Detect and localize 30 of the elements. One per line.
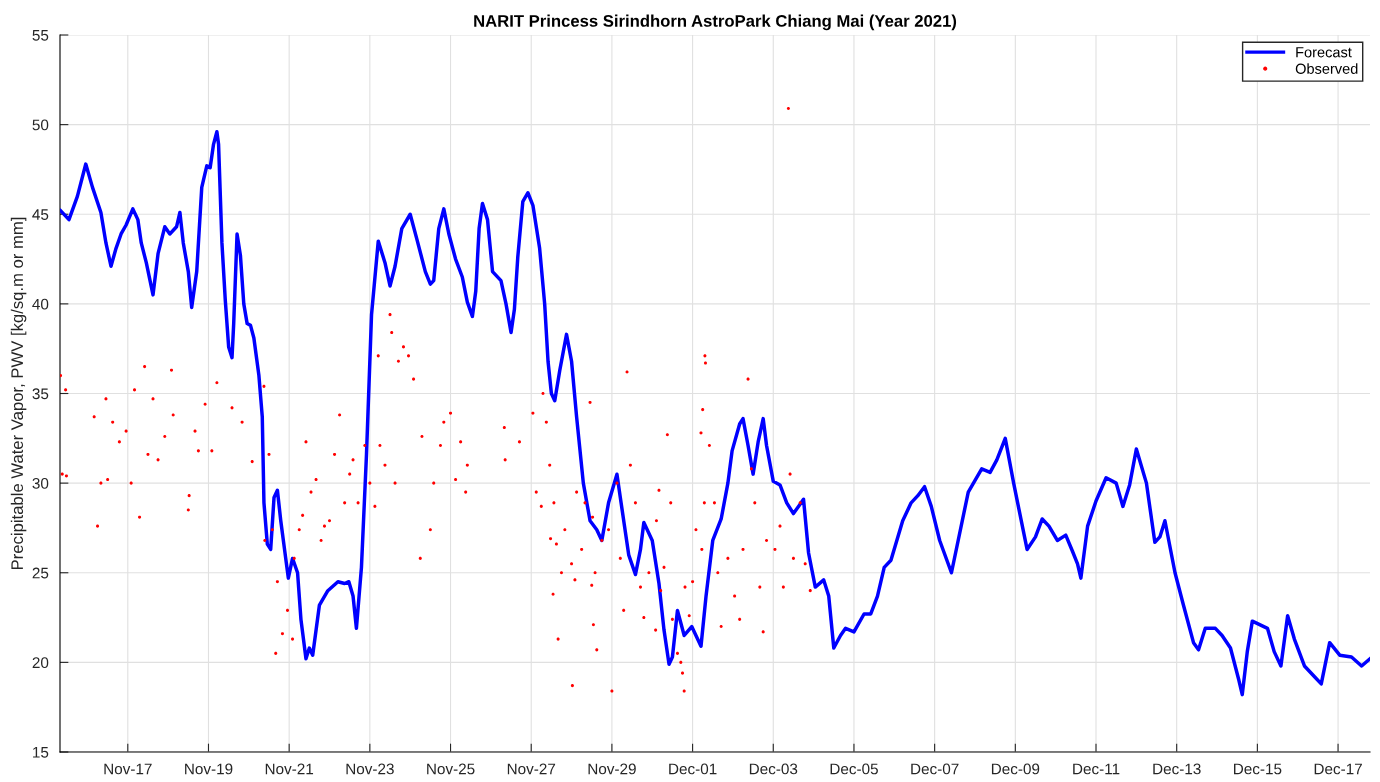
y-tick-label: 50 xyxy=(32,119,49,131)
x-tick-label: Dec-01 xyxy=(669,763,717,775)
x-tick-label: Dec-11 xyxy=(1073,763,1120,775)
x-tick-label: Dec-07 xyxy=(911,763,959,775)
x-tick-label: Dec-13 xyxy=(1153,763,1201,775)
y-tick-label: 25 xyxy=(32,567,49,579)
x-tick-label: Nov-17 xyxy=(104,763,152,775)
legend-label: Forecast xyxy=(1296,47,1352,58)
y-tick-label: 35 xyxy=(32,388,49,400)
x-tick-label: Nov-23 xyxy=(346,763,394,775)
line-series xyxy=(60,130,1370,697)
y-tick-label: 30 xyxy=(32,477,49,489)
x-tick-label: Dec-03 xyxy=(749,763,798,775)
y-axis-title: Precipitable Water Vapor, PWV [kg/sq.m or mm] xyxy=(10,217,27,570)
y-tick-label: 20 xyxy=(32,657,49,669)
x-tick-label: Nov-19 xyxy=(185,763,233,775)
x-tick-label: Nov-29 xyxy=(588,763,636,775)
y-tick-label: 45 xyxy=(32,209,49,220)
legend-label: Observed xyxy=(1295,63,1358,74)
y-tick-label: 55 xyxy=(32,30,49,41)
x-tick-label: Nov-21 xyxy=(265,763,314,775)
chart-title: NARIT Princess Sirindhorn AstroPark Chiang Mai (Year 2021) xyxy=(474,14,957,31)
y-tick-label: 40 xyxy=(32,298,49,310)
y-tick-label: 15 xyxy=(33,747,49,758)
x-tick-label: Dec-05 xyxy=(830,763,878,775)
x-tick-label: Dec-17 xyxy=(1314,763,1362,775)
x-tick-label: Dec-15 xyxy=(1234,763,1282,775)
x-tick-label: Nov-25 xyxy=(427,763,475,775)
x-tick-label: Nov-27 xyxy=(507,763,556,775)
x-tick-label: Dec-09 xyxy=(991,763,1040,775)
